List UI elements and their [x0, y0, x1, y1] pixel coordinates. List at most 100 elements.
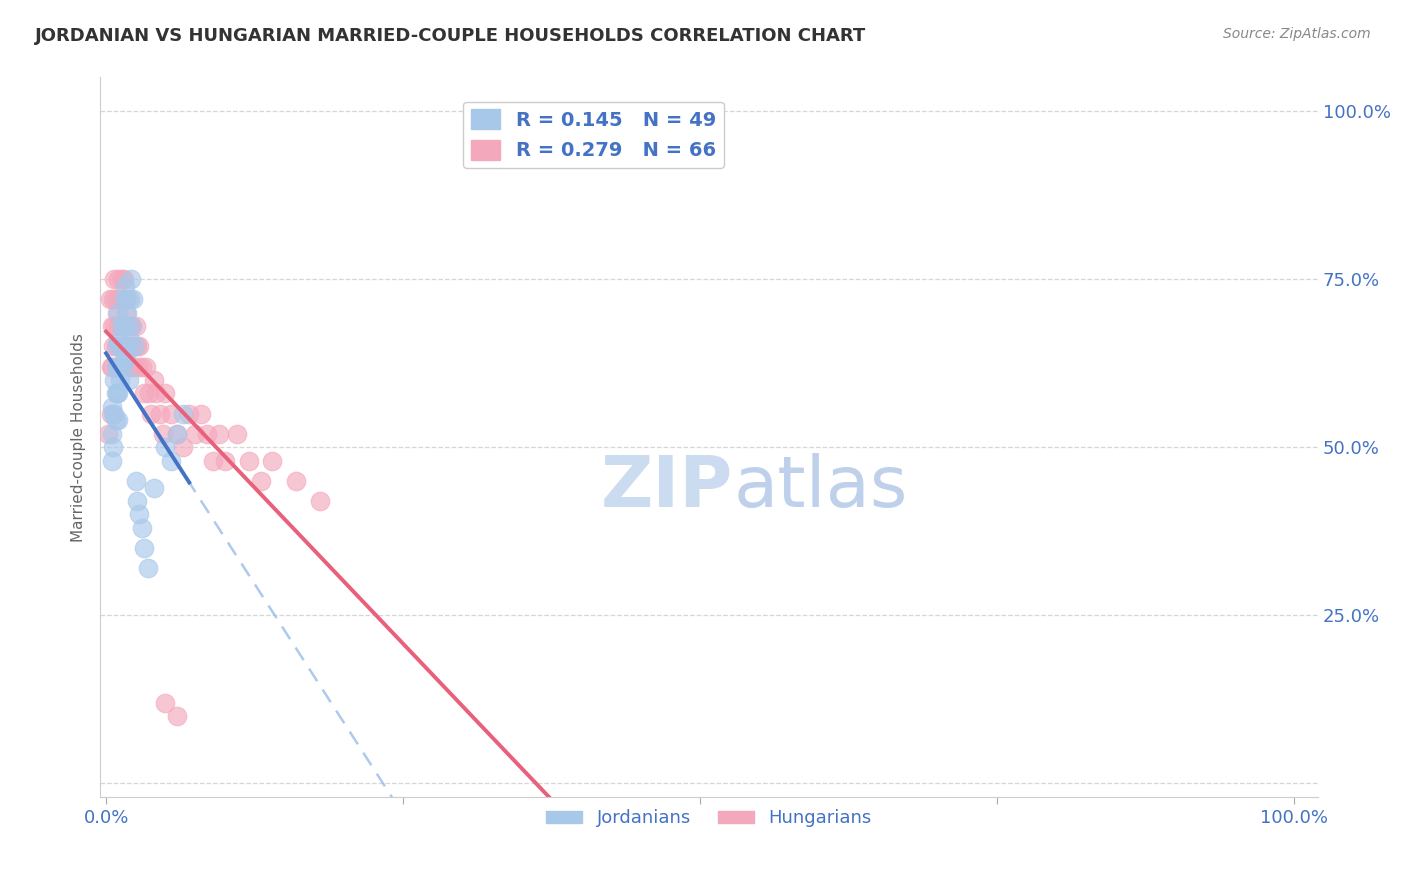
Point — [127, 359, 149, 374]
Point — [309, 494, 332, 508]
Point — [166, 709, 188, 723]
Point — [262, 453, 284, 467]
Point — [105, 339, 128, 353]
Point — [97, 426, 120, 441]
Point — [112, 319, 135, 334]
Legend: Jordanians, Hungarians: Jordanians, Hungarians — [538, 802, 879, 835]
Point — [114, 293, 136, 307]
Point — [112, 319, 135, 334]
Point — [107, 359, 129, 374]
Point — [103, 407, 125, 421]
Point — [110, 319, 132, 334]
Point — [155, 696, 177, 710]
Point — [195, 426, 218, 441]
Point — [172, 407, 194, 421]
Point — [107, 272, 129, 286]
Point — [103, 272, 125, 286]
Point — [118, 319, 141, 334]
Y-axis label: Married-couple Households: Married-couple Households — [72, 333, 86, 541]
Point — [225, 426, 247, 441]
Point — [107, 306, 129, 320]
Point — [98, 293, 121, 307]
Point — [103, 339, 125, 353]
Point — [107, 386, 129, 401]
Point — [107, 413, 129, 427]
Point — [128, 508, 150, 522]
Point — [101, 319, 124, 334]
Point — [103, 319, 125, 334]
Point — [101, 426, 124, 441]
Point — [135, 359, 157, 374]
Text: Source: ZipAtlas.com: Source: ZipAtlas.com — [1223, 27, 1371, 41]
Point — [155, 440, 177, 454]
Point — [131, 521, 153, 535]
Point — [100, 407, 122, 421]
Point — [117, 293, 139, 307]
Point — [142, 481, 165, 495]
Point — [121, 339, 143, 353]
Point — [105, 306, 128, 320]
Point — [120, 319, 142, 334]
Point — [160, 407, 183, 421]
Point — [117, 346, 139, 360]
Point — [121, 319, 143, 334]
Point — [120, 272, 142, 286]
Point — [104, 413, 127, 427]
Point — [114, 278, 136, 293]
Point — [115, 293, 138, 307]
Point — [202, 453, 225, 467]
Point — [110, 293, 132, 307]
Point — [128, 339, 150, 353]
Point — [166, 426, 188, 441]
Point — [117, 306, 139, 320]
Point — [148, 407, 170, 421]
Point — [122, 293, 145, 307]
Point — [115, 306, 138, 320]
Point — [249, 474, 271, 488]
Point — [132, 541, 155, 555]
Point — [103, 440, 125, 454]
Point — [104, 359, 127, 374]
Point — [104, 339, 127, 353]
Point — [104, 293, 127, 307]
Point — [125, 494, 148, 508]
Point — [105, 386, 128, 401]
Point — [107, 359, 129, 374]
Point — [136, 561, 159, 575]
Point — [110, 272, 132, 286]
Point — [125, 339, 148, 353]
Point — [125, 319, 148, 334]
Point — [112, 352, 135, 367]
Point — [132, 386, 155, 401]
Point — [114, 339, 136, 353]
Point — [125, 474, 148, 488]
Point — [101, 359, 124, 374]
Point — [110, 339, 132, 353]
Point — [104, 386, 127, 401]
Point — [110, 359, 132, 374]
Point — [214, 453, 236, 467]
Point — [107, 333, 129, 347]
Point — [114, 319, 136, 334]
Point — [166, 426, 188, 441]
Point — [118, 333, 141, 347]
Point — [105, 359, 128, 374]
Point — [101, 453, 124, 467]
Point — [112, 293, 135, 307]
Text: atlas: atlas — [734, 453, 908, 522]
Point — [117, 373, 139, 387]
Point — [107, 319, 129, 334]
Text: ZIP: ZIP — [602, 453, 734, 522]
Point — [117, 339, 139, 353]
Point — [124, 339, 146, 353]
Point — [155, 386, 177, 401]
Point — [238, 453, 260, 467]
Text: JORDANIAN VS HUNGARIAN MARRIED-COUPLE HOUSEHOLDS CORRELATION CHART: JORDANIAN VS HUNGARIAN MARRIED-COUPLE HO… — [35, 27, 866, 45]
Point — [110, 319, 132, 334]
Point — [145, 386, 167, 401]
Point — [101, 400, 124, 414]
Point — [100, 359, 122, 374]
Point — [103, 407, 125, 421]
Point — [141, 407, 163, 421]
Point — [112, 272, 135, 286]
